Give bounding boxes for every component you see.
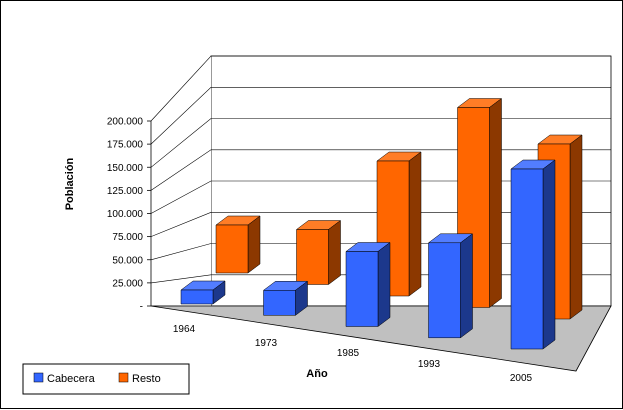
x-tick-label: 1964 [173, 324, 196, 335]
y-tick-label: - [140, 302, 143, 313]
bar-resto-1985-side [408, 151, 422, 297]
bar-resto-1973-front [296, 229, 329, 285]
legend-label-cabecera: Cabecera [47, 373, 96, 385]
y-tick-label: 200.000 [107, 117, 144, 128]
bar-resto-1964-front [215, 224, 249, 274]
bar-cabecera-1973 [262, 280, 309, 316]
floor-plane [150, 305, 612, 372]
bar-cabecera-1993-front [428, 242, 461, 339]
y-tick-labels: - 25.000 50.000 75.000 100.000 125.000 150.000… [107, 117, 144, 313]
legend-box [22, 363, 190, 395]
bar-resto-1993-side [489, 98, 502, 308]
gridline-7 [150, 87, 611, 145]
bar-resto-1973 [295, 220, 342, 285]
y-tick-label: 175.000 [107, 140, 144, 151]
bar-cabecera-2005-side [542, 159, 556, 350]
y-tick-label: 50.000 [112, 255, 143, 266]
legend-label-resto: Resto [132, 373, 161, 385]
legend-swatch-cabecera [33, 372, 44, 383]
bar-resto-1973-side [328, 220, 341, 285]
x-tick-label: 1993 [418, 359, 441, 370]
bar-cabecera-2005-front [510, 168, 544, 350]
y-tick-label: 125.000 [107, 186, 144, 197]
y-tick-label: 150.000 [107, 163, 144, 174]
bar-cabecera-2005 [510, 159, 556, 350]
bar-cabecera-1985-front [345, 251, 379, 327]
bar-cabecera-1985 [345, 242, 391, 327]
x-tick-label: 1973 [255, 338, 278, 349]
bars-layer [180, 98, 583, 350]
bar-resto-2005-side [569, 134, 583, 320]
bar-cabecera-1985-side [377, 242, 391, 327]
bar-resto-1964-side [247, 215, 261, 274]
y-tick-label: 25.000 [112, 278, 143, 289]
bar-cabecera-1964 [180, 280, 226, 305]
y-tick-label: 75.000 [112, 232, 143, 243]
x-tick-label: 1985 [337, 348, 360, 359]
gridline-8 [150, 55, 611, 122]
x-tick-labels: 1964 1973 1985 1993 2005 [173, 324, 533, 384]
bar-cabecera-1993 [427, 233, 474, 339]
bar-cabecera-1993-side [460, 233, 473, 339]
legend: Cabecera Resto [22, 363, 190, 395]
x-axis-title: Año [306, 368, 328, 380]
y-tick-label: 100.000 [107, 209, 144, 220]
bar-resto-1964 [215, 215, 261, 274]
y-axis-title: Población [64, 157, 76, 210]
chart-floor [150, 305, 612, 372]
x-tick-label: 2005 [510, 373, 533, 384]
legend-swatch-resto [118, 372, 129, 383]
bar-cabecera-1964-front [180, 289, 214, 305]
bar-cabecera-1973-front [263, 290, 296, 316]
